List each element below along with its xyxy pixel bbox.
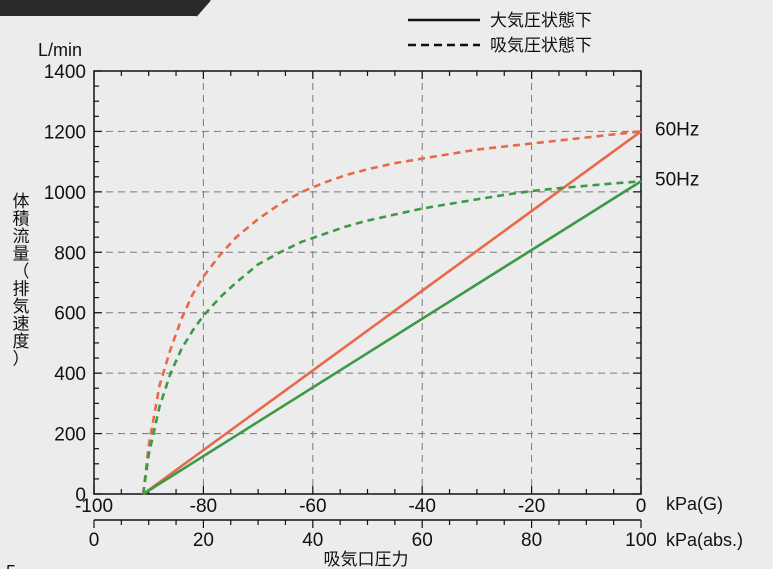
y-tick-label: 1400 bbox=[44, 62, 86, 83]
y-axis-label-char: 速 bbox=[13, 315, 30, 335]
y-axis-label-char: ） bbox=[13, 350, 30, 370]
y-axis-label-char: 量 bbox=[13, 245, 30, 265]
series-label-50hz: 50Hz bbox=[655, 169, 699, 190]
x-tick-label-abs: 20 bbox=[193, 530, 214, 551]
series-label-60hz: 60Hz bbox=[655, 119, 699, 140]
header-banner bbox=[0, 0, 211, 17]
series-line-60hz-solid bbox=[142, 130, 642, 496]
series-line-50hz-solid bbox=[142, 180, 642, 496]
series-line-60hz-dashed bbox=[141, 130, 642, 495]
y-axis-label-char: 流 bbox=[13, 227, 30, 247]
y-axis-label-char: 気 bbox=[13, 297, 30, 317]
x-tick-label-gauge: -20 bbox=[518, 496, 545, 517]
x-tick-label-abs: 40 bbox=[302, 530, 323, 551]
plot-frame bbox=[93, 70, 642, 495]
y-tick-label: 1200 bbox=[44, 122, 86, 143]
y-axis-label-char: 度 bbox=[13, 332, 30, 352]
x-tick-label-abs: 80 bbox=[521, 530, 542, 551]
legend: 大気圧状態下 吸気圧状態下 bbox=[408, 11, 592, 56]
banner-edge bbox=[195, 0, 211, 17]
x-axis-label: 吸気口圧力 bbox=[324, 550, 409, 569]
y-axis-label-char: 排 bbox=[13, 280, 30, 300]
y-tick-label: 800 bbox=[54, 243, 86, 264]
axes-layer bbox=[93, 70, 642, 528]
x-unit-bottom: kPa(abs.) bbox=[666, 530, 743, 550]
x-unit-top: kPa(G) bbox=[666, 494, 723, 514]
y-axis-label: 体積流量（排気速度） bbox=[13, 192, 30, 370]
legend-label-solid: 大気圧状態下 bbox=[490, 11, 592, 31]
x-tick-label-gauge: -40 bbox=[408, 496, 435, 517]
y-axis-label-char: 体 bbox=[13, 192, 30, 212]
series-line-50hz-dashed bbox=[141, 180, 642, 495]
y-axis-label-char: （ bbox=[13, 262, 30, 282]
y-tick-label: 1000 bbox=[44, 183, 86, 204]
x-tick-label-gauge: -80 bbox=[190, 496, 217, 517]
page-number: 5 bbox=[6, 562, 16, 569]
y-unit-label: L/min bbox=[38, 40, 82, 60]
y-axis-label-char: 積 bbox=[13, 210, 30, 230]
x-tick-label-abs: 100 bbox=[625, 530, 657, 551]
x-tick-label-gauge: 0 bbox=[636, 496, 647, 517]
y-tick-label: 400 bbox=[54, 364, 86, 385]
x-tick-label-abs: 0 bbox=[89, 530, 100, 551]
grid-layer bbox=[94, 71, 641, 494]
x-tick-label-gauge: -100 bbox=[75, 496, 113, 517]
legend-label-dashed: 吸気圧状態下 bbox=[490, 36, 592, 56]
x-tick-label-gauge: -60 bbox=[299, 496, 326, 517]
series-layer bbox=[141, 130, 642, 496]
x-tick-label-abs: 60 bbox=[412, 530, 433, 551]
banner-shape bbox=[0, 0, 210, 16]
y-tick-label: 200 bbox=[54, 425, 86, 446]
y-tick-label: 0 bbox=[75, 485, 86, 506]
y-tick-label: 600 bbox=[54, 304, 86, 325]
